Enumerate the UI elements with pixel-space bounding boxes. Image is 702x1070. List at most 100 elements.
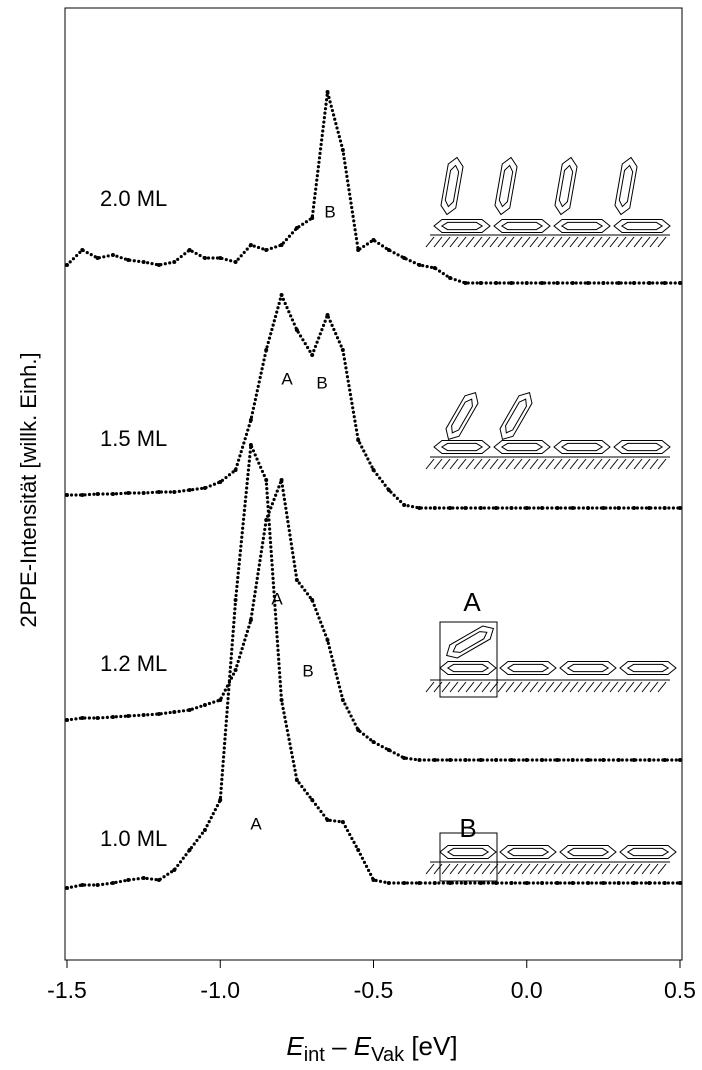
hatch [577, 458, 587, 470]
molecule-ring [506, 663, 550, 673]
data-point [417, 881, 422, 885]
molecule [433, 440, 491, 454]
hatch [521, 863, 531, 875]
hatch [457, 458, 467, 470]
data-point [616, 506, 621, 510]
data-point [616, 881, 621, 885]
data-point [294, 328, 299, 332]
hatch [625, 681, 635, 693]
hatch [465, 681, 475, 693]
hatch [481, 681, 491, 693]
data-point [524, 506, 529, 510]
plot-frame [64, 7, 683, 961]
data-point [340, 698, 345, 702]
hatch [625, 236, 635, 248]
molecule-ring [558, 164, 574, 208]
molecule-ring [446, 663, 490, 673]
hatch [521, 681, 531, 693]
hatch [537, 458, 547, 470]
hatch [569, 863, 579, 875]
data-point [126, 491, 131, 495]
data-point [141, 713, 146, 717]
inset-box [439, 832, 498, 882]
data-point [248, 418, 253, 422]
data-point [540, 506, 545, 510]
hatch [465, 236, 475, 248]
x-tick-label: -1.0 [200, 977, 240, 1003]
data-point [494, 881, 499, 885]
data-point [187, 708, 192, 712]
hatch [617, 458, 627, 470]
hatch [529, 236, 539, 248]
hatch [537, 236, 547, 248]
curve [65, 290, 682, 510]
data-point [294, 778, 299, 782]
hatch [449, 681, 459, 693]
data-point [356, 438, 361, 442]
hatch [601, 863, 611, 875]
hatch [601, 681, 611, 693]
data-point [65, 493, 69, 497]
hatch [553, 236, 563, 248]
hatch [657, 236, 667, 248]
data-point [616, 758, 621, 762]
molecule-ring [452, 631, 488, 653]
molecule-ring [618, 164, 634, 208]
data-point [110, 253, 115, 257]
data-point [555, 758, 560, 762]
data-point [371, 238, 376, 242]
molecule-ring [440, 221, 484, 231]
hatch [633, 458, 643, 470]
hatch [633, 863, 643, 875]
data-point [540, 758, 545, 762]
hatch [593, 458, 603, 470]
hatch [577, 863, 587, 875]
data-point [478, 881, 483, 885]
hatch [657, 863, 667, 875]
molecule-ring [445, 625, 495, 659]
curve [65, 438, 682, 890]
molecule-ring [620, 442, 664, 452]
data-point [678, 506, 682, 510]
data-point [279, 293, 284, 297]
hatch [441, 236, 451, 248]
data-point [570, 506, 575, 510]
data-point [417, 506, 422, 510]
x-label-part: – [325, 1031, 354, 1061]
data-point [478, 758, 483, 762]
data-point [448, 506, 453, 510]
x-label-part: E [286, 1031, 304, 1061]
molecule-ring [505, 398, 527, 434]
data-point [570, 758, 575, 762]
molecule-ring [439, 845, 497, 859]
hatch [585, 236, 595, 248]
data-point [632, 881, 637, 885]
data-point [509, 758, 514, 762]
molecule-ring [613, 440, 671, 454]
x-label-part: E [354, 1031, 372, 1061]
data-point [340, 148, 345, 152]
data-point [248, 618, 253, 622]
data-point [616, 281, 621, 285]
data-point [494, 758, 499, 762]
hatch [529, 458, 539, 470]
x-label-part: int [304, 1044, 326, 1066]
data-point [248, 243, 253, 247]
hatch [521, 236, 531, 248]
molecule-ring [613, 219, 671, 233]
molecule-ring [440, 156, 464, 216]
data-point [647, 758, 652, 762]
hatch [513, 863, 523, 875]
hatch [433, 236, 443, 248]
data-point [233, 598, 238, 602]
data-point [356, 728, 361, 732]
hatch [545, 458, 555, 470]
molecule-ring [444, 164, 460, 208]
hatch [457, 236, 467, 248]
hatch [481, 458, 491, 470]
hatch [561, 458, 571, 470]
data-point [647, 281, 652, 285]
data-point [233, 468, 238, 472]
data-point [248, 443, 253, 447]
hatch [649, 863, 659, 875]
